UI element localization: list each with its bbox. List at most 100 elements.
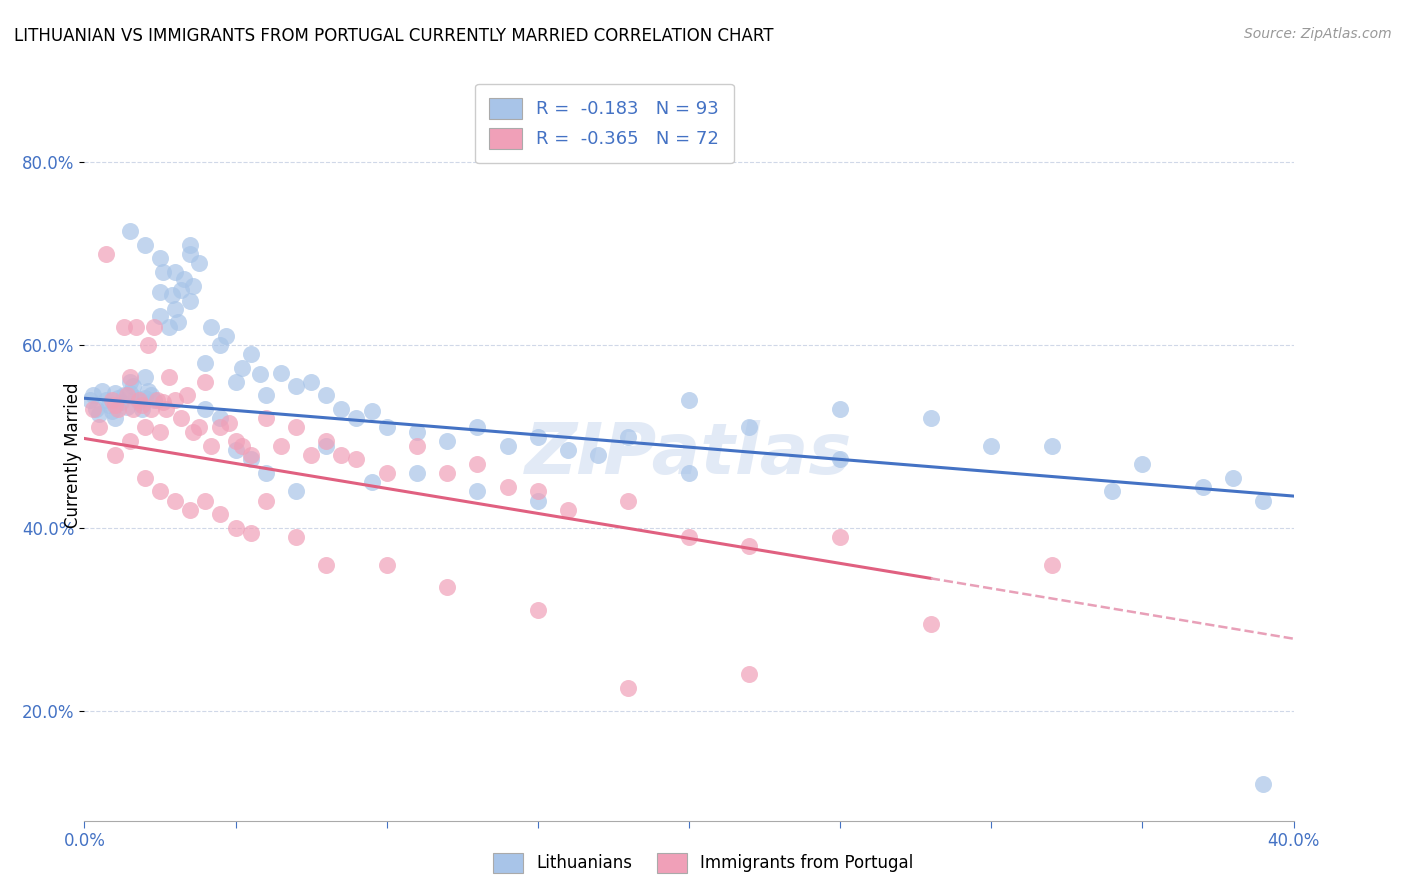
Point: [588, 448, 610, 462]
Point: [131, 402, 153, 417]
Point: [173, 272, 195, 286]
Point: [1040, 439, 1063, 453]
Point: [270, 366, 292, 380]
Point: [82, 388, 104, 402]
Point: [134, 237, 156, 252]
Point: [406, 466, 429, 480]
Point: [97, 398, 120, 412]
Point: [315, 439, 337, 453]
Point: [1253, 493, 1275, 508]
Point: [142, 392, 165, 407]
Point: [406, 425, 429, 439]
Point: [215, 329, 238, 343]
Point: [200, 439, 222, 453]
Point: [738, 539, 761, 553]
Point: [346, 411, 368, 425]
Point: [617, 493, 640, 508]
Point: [360, 475, 382, 490]
Point: [299, 375, 322, 389]
Point: [225, 375, 247, 389]
Point: [179, 237, 201, 252]
Point: [194, 356, 217, 371]
Point: [1192, 480, 1215, 494]
Point: [181, 278, 204, 293]
Point: [239, 525, 262, 540]
Point: [270, 439, 292, 453]
Point: [496, 439, 519, 453]
Point: [254, 411, 277, 425]
Point: [121, 402, 143, 417]
Point: [118, 370, 141, 384]
Point: [160, 288, 183, 302]
Point: [115, 401, 138, 415]
Point: [617, 430, 640, 444]
Point: [254, 466, 277, 480]
Point: [315, 434, 337, 449]
Point: [200, 320, 222, 334]
Point: [136, 384, 159, 398]
Point: [980, 439, 1002, 453]
Point: [678, 392, 700, 407]
Point: [678, 466, 700, 480]
Point: [170, 283, 193, 297]
Point: [170, 411, 193, 425]
Point: [134, 370, 156, 384]
Point: [94, 392, 117, 407]
Point: [179, 246, 201, 260]
Point: [194, 493, 217, 508]
Point: [188, 420, 211, 434]
Text: ZIPatlas: ZIPatlas: [526, 420, 852, 490]
Point: [1222, 471, 1244, 485]
Point: [157, 370, 180, 384]
Point: [830, 402, 852, 417]
Point: [134, 471, 156, 485]
Point: [218, 416, 240, 430]
Point: [830, 452, 852, 467]
Point: [225, 434, 247, 449]
Point: [165, 493, 187, 508]
Point: [406, 439, 429, 453]
Point: [299, 448, 322, 462]
Point: [89, 420, 111, 434]
Point: [1101, 484, 1123, 499]
Point: [738, 420, 761, 434]
Point: [527, 484, 550, 499]
Point: [100, 392, 122, 407]
Point: [131, 398, 153, 412]
Point: [104, 385, 127, 400]
Point: [239, 347, 262, 361]
Y-axis label: Currently Married: Currently Married: [65, 382, 82, 528]
Point: [285, 530, 308, 544]
Point: [134, 420, 156, 434]
Point: [496, 480, 519, 494]
Point: [209, 338, 232, 352]
Point: [830, 530, 852, 544]
Point: [194, 402, 217, 417]
Point: [142, 320, 165, 334]
Point: [115, 388, 138, 402]
Point: [152, 265, 174, 279]
Point: [104, 448, 127, 462]
Point: [209, 411, 232, 425]
Point: [1253, 777, 1275, 791]
Point: [118, 434, 141, 449]
Point: [285, 484, 308, 499]
Point: [467, 484, 489, 499]
Point: [165, 265, 187, 279]
Point: [375, 420, 398, 434]
Point: [157, 320, 180, 334]
Point: [179, 294, 201, 309]
Point: [181, 425, 204, 439]
Point: [176, 388, 198, 402]
Point: [557, 443, 579, 458]
Point: [136, 338, 159, 352]
Point: [239, 452, 262, 467]
Point: [231, 361, 253, 376]
Point: [527, 430, 550, 444]
Point: [112, 388, 135, 402]
Point: [104, 398, 127, 412]
Point: [188, 256, 211, 270]
Point: [920, 411, 942, 425]
Point: [165, 392, 187, 407]
Legend: Lithuanians, Immigrants from Portugal: Lithuanians, Immigrants from Portugal: [486, 847, 920, 880]
